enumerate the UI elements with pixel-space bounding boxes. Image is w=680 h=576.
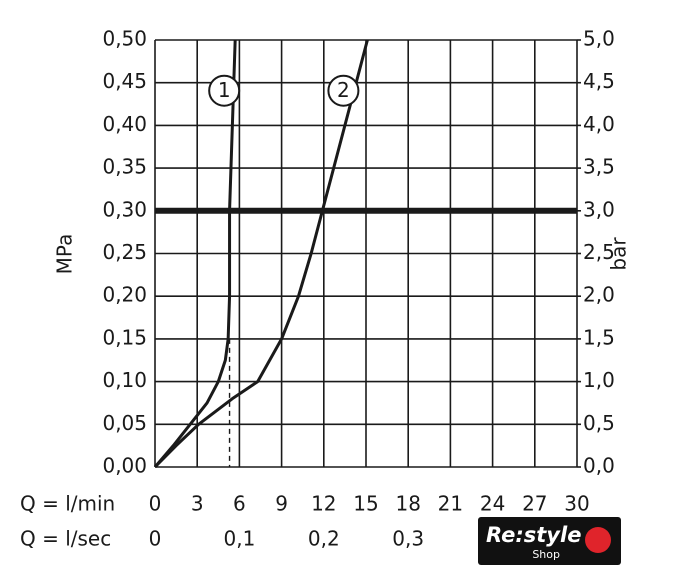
x2-tick-label: 0 — [149, 527, 162, 551]
y2-tick-label: 2,0 — [583, 283, 615, 307]
watermark-box — [478, 517, 621, 565]
series-label: 2 — [337, 78, 350, 102]
y-tick-label: 0,50 — [102, 27, 147, 51]
x-tick-label: 18 — [395, 492, 420, 516]
y2-tick-label: 5,0 — [583, 27, 615, 51]
y-tick-label: 0,05 — [102, 411, 147, 435]
y2-tick-label: 4,5 — [583, 69, 615, 93]
y-tick-label: 0,25 — [102, 240, 147, 264]
x2-tick-label: 0,1 — [223, 527, 255, 551]
watermark-sub: Shop — [532, 548, 560, 561]
x2-tick-label: 0,3 — [392, 527, 424, 551]
x-tick-label: 12 — [311, 492, 336, 516]
x-tick-label: 9 — [275, 492, 288, 516]
y-tick-label: 0,35 — [102, 155, 147, 179]
x-tick-label: 3 — [191, 492, 204, 516]
x-tick-label: 27 — [522, 492, 547, 516]
y2-tick-label: 0,5 — [583, 411, 615, 435]
series-label-circle — [208, 74, 241, 107]
y2-tick-label: 2,5 — [583, 240, 615, 264]
y-tick-label: 0,40 — [102, 112, 147, 136]
x2-tick-label: 0,2 — [308, 527, 340, 551]
x-tick-label: 21 — [438, 492, 463, 516]
y-tick-label: 0,20 — [102, 283, 147, 307]
series-label-circle — [327, 74, 360, 107]
y-tick-label: 0,00 — [102, 454, 147, 478]
x-tick-label: 24 — [480, 492, 505, 516]
y-tick-label: 0,10 — [102, 368, 147, 392]
y2-tick-label: 1,0 — [583, 368, 615, 392]
y2-tick-label: 3,0 — [583, 197, 615, 221]
x-tick-label: 30 — [564, 492, 589, 516]
series-line — [153, 39, 369, 469]
y2-axis-label: bar — [607, 237, 631, 271]
x2-axis-label: Q = l/sec — [20, 527, 111, 551]
series-label: 1 — [218, 78, 231, 102]
y-axis-label: MPa — [53, 234, 77, 275]
watermark-icon — [585, 527, 611, 553]
x-axis-label: Q = l/min — [20, 492, 115, 516]
x-tick-label: 15 — [353, 492, 378, 516]
y2-tick-label: 1,5 — [583, 325, 615, 349]
x-tick-label: 0 — [149, 492, 162, 516]
watermark-text: Re:style — [486, 523, 581, 547]
y-tick-label: 0,30 — [102, 197, 147, 221]
y-tick-label: 0,45 — [102, 69, 147, 93]
y2-tick-label: 0,0 — [583, 454, 615, 478]
y2-tick-label: 3,5 — [583, 155, 615, 179]
y-tick-label: 0,15 — [102, 325, 147, 349]
y2-tick-label: 4,0 — [583, 112, 615, 136]
x-tick-label: 6 — [233, 492, 246, 516]
series-line — [153, 39, 237, 468]
